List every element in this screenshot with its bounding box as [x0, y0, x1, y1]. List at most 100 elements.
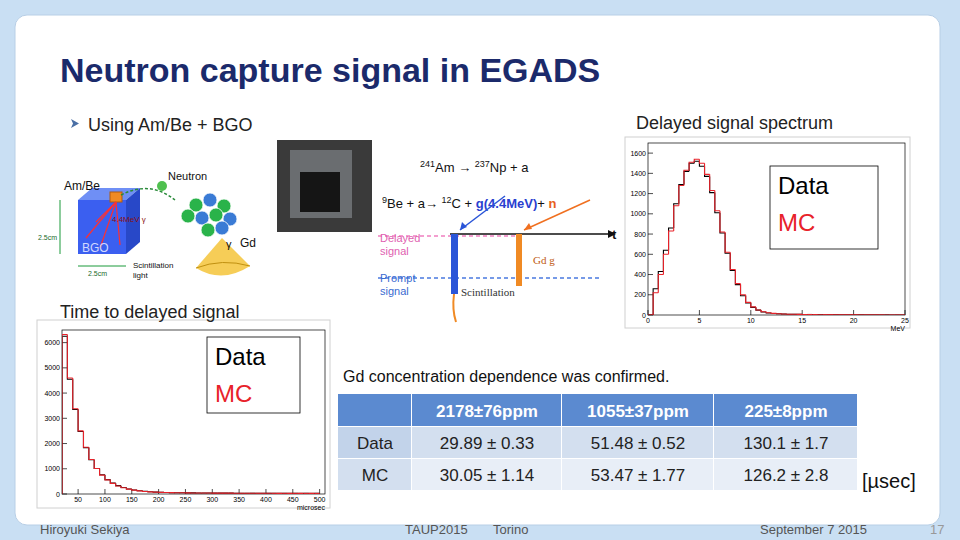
y-tick-label: 400 [634, 271, 646, 278]
histogram-bin [287, 493, 292, 494]
header-cell [412, 394, 561, 426]
histogram-bin [777, 313, 782, 314]
y-tick-label: 1200 [630, 190, 646, 197]
histogram-bin [175, 492, 180, 493]
source-diagram: Am/BeNeutron4.4MeV γGdγBGO2.5cm2.5cmScin… [38, 170, 256, 280]
footer-date: September 7 2015 [760, 522, 867, 537]
y-tick [648, 173, 653, 174]
delayed-label: Delayed [380, 232, 420, 244]
y-tick [62, 468, 67, 469]
label-light: Scintillation [133, 261, 173, 270]
bullet-icon [71, 119, 79, 128]
legend-entry: MC [778, 209, 815, 236]
histogram-bin [787, 313, 792, 314]
histogram-bin [725, 232, 730, 252]
histogram-bin [110, 480, 115, 484]
histogram-bin [895, 314, 900, 315]
chart-panel [37, 320, 330, 508]
header-text: 1055±37ppm [587, 402, 689, 421]
histogram-bin [185, 492, 190, 493]
histogram-bin [653, 293, 658, 315]
histogram-bin [761, 310, 766, 312]
y-tick [62, 494, 67, 495]
histogram-bin [648, 314, 653, 315]
y-tick [62, 418, 67, 419]
histogram-bin [720, 211, 725, 232]
chart-panel [625, 137, 910, 328]
table-cell [562, 427, 713, 458]
histogram-bin [766, 312, 771, 313]
header-text: 2178±76ppm [436, 402, 538, 421]
histogram-bin [73, 379, 78, 409]
label-size: 2.5cm [38, 234, 57, 241]
gd-label: Gd g [533, 254, 555, 266]
x-tick-label: 300 [206, 496, 218, 503]
y-tick [648, 254, 653, 255]
gd-nucleus [201, 223, 215, 237]
histogram-bin [674, 206, 679, 231]
x-tick [158, 489, 159, 494]
equation-part: Am → [435, 160, 475, 175]
legend-box [770, 166, 878, 249]
histogram-bin [823, 314, 828, 315]
bullet: Using Am/Be + BGO [88, 115, 253, 135]
histogram-bin [848, 314, 853, 315]
equation-part: 12 [442, 195, 452, 205]
histogram-bin [62, 335, 67, 494]
histogram-bin [110, 480, 115, 484]
label-gamma: γ [226, 238, 232, 250]
label-source: Am/Be [64, 179, 100, 193]
histogram-bin [153, 491, 158, 492]
y-tick-label: 800 [634, 231, 646, 238]
scint-tail [453, 294, 456, 322]
header-cell [714, 394, 857, 426]
histogram-bin [828, 314, 833, 315]
arrow-head [460, 222, 467, 230]
histogram-bin [792, 314, 797, 315]
histogram-bin [266, 493, 271, 494]
time-label: t [612, 227, 617, 242]
histogram-bin [180, 492, 185, 493]
arrow-head [524, 223, 532, 230]
histogram-bin [874, 314, 879, 315]
y-tick-label: 2000 [44, 440, 60, 447]
dimension-line [60, 200, 61, 254]
histogram-bin [859, 314, 864, 315]
table: 2178±76ppm1055±37ppm225±8ppmData29.89 ± … [338, 394, 857, 490]
footer-conference: TAUP2015 [405, 522, 468, 537]
y-tick-label: 200 [634, 291, 646, 298]
x-axis-label: MeV [891, 325, 906, 332]
scint-label: Scintillation [461, 286, 515, 298]
histogram-bin [304, 493, 309, 494]
histogram-bin [823, 314, 828, 315]
histogram-bin [818, 314, 823, 315]
histogram-bin [812, 314, 817, 315]
histogram-bin [746, 295, 751, 303]
chart-title: Time to delayed signal [60, 302, 239, 322]
y-tick [62, 342, 67, 343]
histogram-bin [196, 492, 201, 493]
histogram-bin [663, 250, 668, 271]
histogram-bin [180, 492, 185, 493]
histogram-bin [730, 253, 735, 270]
prompt-label: signal [380, 285, 409, 297]
cell-text: 53.47 ± 1.77 [591, 466, 685, 485]
row-label-cell [338, 459, 411, 490]
x-tick-label: 350 [233, 496, 245, 503]
histogram-bin [191, 492, 196, 493]
histogram-bin [741, 284, 746, 295]
label-gd: Gd [240, 236, 256, 250]
title: Neutron capture signal in EGADS [60, 51, 600, 89]
histogram-bin [126, 488, 131, 489]
histogram-bin [169, 492, 174, 493]
histogram-bin [751, 303, 756, 308]
histogram-bin [126, 488, 131, 489]
table-unit: [µsec] [862, 470, 916, 492]
y-tick-label: 3000 [44, 415, 60, 422]
equation-part: g(4.4MeV) [476, 196, 537, 211]
histogram-bin [78, 409, 83, 431]
histogram-bin [756, 307, 761, 310]
histogram-bin [239, 493, 244, 494]
histogram-bin [771, 312, 776, 314]
photo-box [290, 150, 352, 218]
